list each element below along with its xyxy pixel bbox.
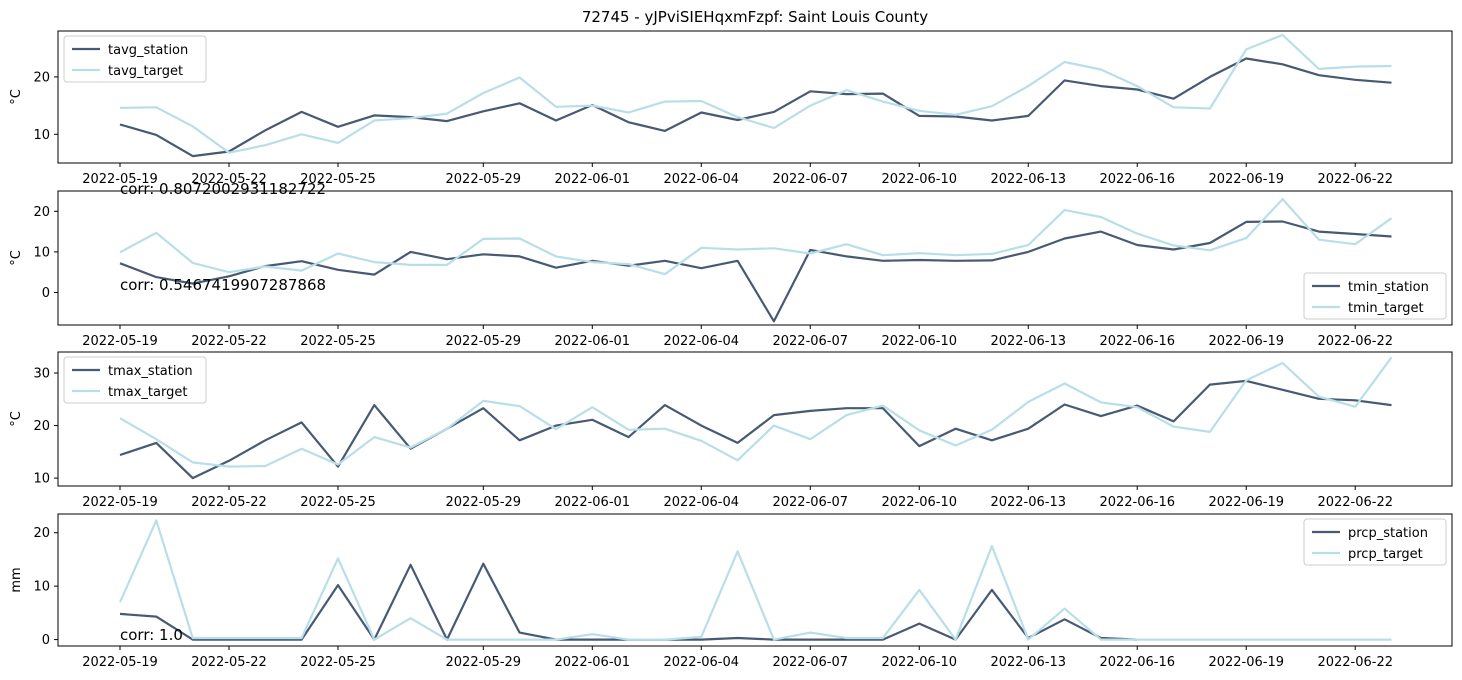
x-tick-label: 2022-05-29: [446, 172, 522, 187]
x-tick-label: 2022-06-16: [1099, 172, 1175, 187]
y-tick-label: 0: [42, 633, 50, 648]
x-tick-label: 2022-05-22: [191, 655, 267, 670]
x-tick-label: 2022-06-19: [1208, 495, 1284, 510]
x-tick-label: 2022-06-22: [1317, 172, 1393, 187]
subplot-1: 10 20 °C 2022-05-19 2022-05-22 2022-05-25 2022…: [9, 30, 1453, 198]
x-tick-label: 2022-05-29: [446, 495, 522, 510]
subplot-group: 10 20 °C 2022-05-19 2022-05-22 2022-05-25 2022…: [9, 30, 1453, 670]
x-tick-label: 2022-05-22: [191, 334, 267, 349]
x-tick-label: 2022-05-25: [300, 172, 376, 187]
x-tick-label: 2022-06-01: [555, 172, 631, 187]
x-tick-label: 2022-06-10: [881, 172, 957, 187]
axes-frame: [57, 30, 1453, 164]
y-tick-label: 10: [33, 472, 50, 487]
y-axis-label: °C: [9, 250, 24, 266]
correlation-annotation: corr: 1.0: [120, 626, 183, 644]
x-tick-label: 2022-06-01: [555, 334, 631, 349]
legend-entry: tavg_station: [108, 43, 188, 58]
series-line-prcp_target: [118, 519, 1392, 641]
x-tick-label: 2022-06-07: [772, 334, 848, 349]
x-tick-label: 2022-05-29: [446, 655, 522, 670]
x-tick-label: 2022-05-19: [82, 334, 158, 349]
x-tick-label: 2022-06-07: [772, 172, 848, 187]
series-line-tmax_target: [119, 356, 1393, 468]
x-tick-label: 2022-06-10: [881, 655, 957, 670]
axes-frame: [57, 351, 1453, 487]
series-line-tmin_station: [119, 220, 1392, 323]
x-tick-label: 2022-05-25: [300, 655, 376, 670]
correlation-annotation: corr: 0.8072002931182722: [120, 180, 326, 198]
x-tick-label: 2022-06-16: [1099, 334, 1175, 349]
legend: tmax_station tmax_target: [63, 356, 207, 404]
x-tick-label: 2022-06-13: [990, 655, 1066, 670]
x-tick-label: 2022-06-04: [663, 655, 739, 670]
x-tick-label: 2022-06-01: [555, 655, 631, 670]
legend-entry: tmin_station: [1348, 280, 1429, 295]
y-axis-label: mm: [9, 567, 24, 592]
series-line-tavg_target: [119, 33, 1392, 154]
y-tick-label: 20: [33, 205, 50, 220]
x-tick-label: 2022-06-07: [772, 655, 848, 670]
legend: tavg_station tavg_target: [63, 35, 207, 83]
x-tick-label: 2022-06-19: [1208, 334, 1284, 349]
subplot-4: 0 10 20 mm 2022-05-19 2022-05-22 2022-05-25 202…: [9, 513, 1453, 670]
x-tick-label: 2022-06-04: [663, 334, 739, 349]
y-tick-label: 10: [33, 245, 50, 260]
y-tick-label: 20: [33, 70, 50, 85]
legend-entry: tmin_target: [1348, 301, 1424, 316]
x-tick-label: 2022-05-19: [82, 495, 158, 510]
x-tick-label: 2022-06-13: [990, 334, 1066, 349]
legend-entry: prcp_target: [1348, 547, 1423, 562]
legend-entry: tavg_target: [108, 64, 183, 79]
x-tick-label: 2022-06-22: [1317, 495, 1393, 510]
axes-frame: [57, 513, 1453, 647]
x-tick-label: 2022-06-04: [663, 495, 739, 510]
y-axis-label: °C: [9, 411, 24, 427]
y-tick-label: 10: [33, 128, 50, 143]
x-tick-label: 2022-05-19: [82, 172, 158, 187]
x-tick-label: 2022-05-19: [82, 655, 158, 670]
series-line-tmax_station: [119, 379, 1392, 480]
legend: tmin_station tmin_target: [1303, 272, 1447, 320]
legend-entry: tmax_station: [108, 364, 193, 379]
x-tick-label: 2022-06-01: [555, 495, 631, 510]
series-line-tavg_station: [119, 57, 1392, 158]
subplot-2: 0 10 20 °C 2022-05-19 2022-05-22 2022-05-25 202…: [9, 190, 1453, 349]
x-tick-label: 2022-06-16: [1099, 495, 1175, 510]
x-tick-label: 2022-06-10: [881, 334, 957, 349]
y-tick-label: 20: [33, 419, 50, 434]
subplot-3: 10 20 30 °C 2022-05-19 2022-05-22 2022-05-25 20…: [9, 351, 1453, 510]
x-tick-label: 2022-05-25: [300, 334, 376, 349]
series-line-tmin_target: [119, 198, 1393, 276]
x-tick-label: 2022-06-13: [990, 495, 1066, 510]
legend: prcp_station prcp_target: [1303, 518, 1447, 566]
x-tick-label: 2022-06-04: [663, 172, 739, 187]
y-tick-label: 0: [42, 286, 50, 301]
x-tick-label: 2022-06-19: [1208, 655, 1284, 670]
x-tick-label: 2022-05-29: [446, 334, 522, 349]
x-tick-label: 2022-06-07: [772, 495, 848, 510]
x-tick-label: 2022-06-13: [990, 172, 1066, 187]
figure-title: 72745 - yJPviSIEHqxmFzpf: Saint Louis Co…: [582, 8, 928, 26]
series-line-prcp_station: [119, 562, 1138, 641]
y-axis-label: °C: [9, 89, 24, 105]
x-tick-label: 2022-06-19: [1208, 172, 1284, 187]
x-tick-label: 2022-06-10: [881, 495, 957, 510]
y-tick-label: 30: [33, 367, 50, 382]
x-tick-label: 2022-06-16: [1099, 655, 1175, 670]
x-tick-label: 2022-06-22: [1317, 334, 1393, 349]
x-tick-label: 2022-05-22: [191, 495, 267, 510]
correlation-annotation: corr: 0.5467419907287868: [120, 276, 326, 294]
axes-frame: [57, 190, 1453, 326]
legend-entry: tmax_target: [108, 385, 187, 400]
legend-entry: prcp_station: [1348, 526, 1428, 541]
y-tick-label: 20: [33, 526, 50, 541]
y-tick-label: 10: [33, 580, 50, 595]
x-tick-label: 2022-06-22: [1317, 655, 1393, 670]
x-tick-label: 2022-05-22: [191, 172, 267, 187]
x-tick-label: 2022-05-25: [300, 495, 376, 510]
